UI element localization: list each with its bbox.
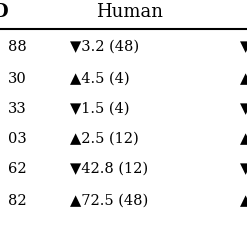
Text: ▲2.5 (12): ▲2.5 (12) <box>70 132 139 146</box>
Text: ▼: ▼ <box>240 40 247 54</box>
Text: ▼42.8 (12): ▼42.8 (12) <box>70 162 148 176</box>
Text: 88: 88 <box>8 40 27 54</box>
Text: ▲: ▲ <box>240 132 247 146</box>
Text: ▼: ▼ <box>240 102 247 116</box>
Text: 30: 30 <box>8 72 27 86</box>
Text: 82: 82 <box>8 194 27 208</box>
Text: 03: 03 <box>8 132 27 146</box>
Text: ▲: ▲ <box>240 194 247 208</box>
Text: Human: Human <box>97 3 164 21</box>
Text: 33: 33 <box>8 102 27 116</box>
Text: ▲72.5 (48): ▲72.5 (48) <box>70 194 148 208</box>
Text: ▲: ▲ <box>240 72 247 86</box>
Text: ▲4.5 (4): ▲4.5 (4) <box>70 72 130 86</box>
Text: 62: 62 <box>8 162 27 176</box>
Text: ▼3.2 (48): ▼3.2 (48) <box>70 40 139 54</box>
Text: ▼1.5 (4): ▼1.5 (4) <box>70 102 129 116</box>
Text: ▼: ▼ <box>240 162 247 176</box>
Text: D: D <box>0 3 8 21</box>
